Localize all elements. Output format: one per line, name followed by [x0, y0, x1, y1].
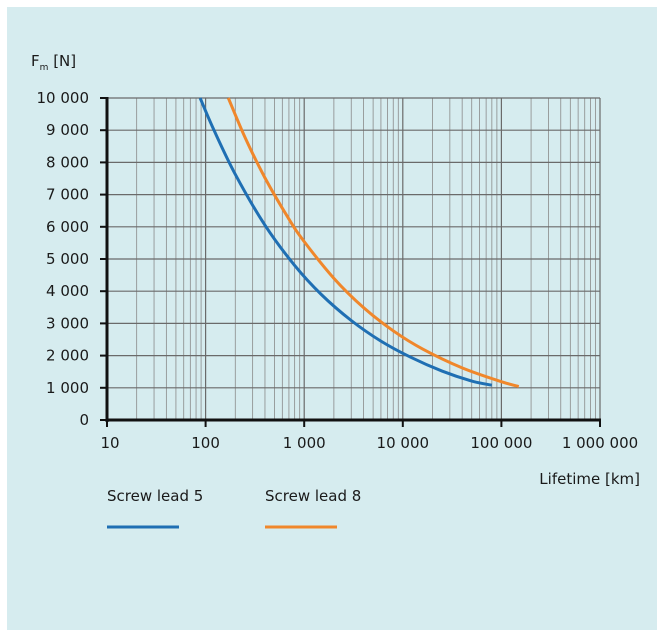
series-line-1 — [198, 97, 493, 387]
legend-label-2: Screw lead 8 — [265, 487, 361, 505]
y-tick-label: 3 000 — [46, 314, 89, 332]
y-tick-label: 0 — [79, 411, 89, 429]
y-tick-label: 4 000 — [46, 282, 89, 300]
x-axis-label: Lifetime [km] — [539, 470, 640, 488]
y-axis-label-main: F — [31, 52, 40, 70]
tick-labels: 0 1 000 2 000 3 000 4 000 5 000 6 000 7 000 8 00… — [37, 89, 639, 452]
grid-major — [106, 97, 601, 421]
y-axis-label: Fm [N] — [31, 52, 76, 73]
legend-label-1: Screw lead 5 — [107, 487, 203, 505]
x-tick-label: 10 000 — [377, 434, 430, 452]
y-axis-label-unit: [N] — [48, 52, 76, 70]
x-tick-label: 10 — [100, 434, 119, 452]
x-tick-label: 1 000 — [283, 434, 326, 452]
x-tick-label: 100 — [191, 434, 220, 452]
y-tick-label: 10 000 — [37, 89, 90, 107]
series-layer — [198, 97, 520, 388]
y-tick-label: 5 000 — [46, 250, 89, 268]
x-tick-label: 100 000 — [470, 434, 532, 452]
y-tick-label: 2 000 — [46, 347, 89, 365]
x-tick-label: 1 000 000 — [562, 434, 638, 452]
y-tick-label: 1 000 — [46, 379, 89, 397]
y-tick-label: 6 000 — [46, 218, 89, 236]
y-axis-label-sub: m — [40, 63, 49, 73]
y-tick-label: 9 000 — [46, 121, 89, 139]
legend: Screw lead 5 Screw lead 8 — [107, 487, 361, 529]
y-tick-label: 8 000 — [46, 153, 89, 171]
y-tick-label: 7 000 — [46, 186, 89, 204]
series-line-2 — [226, 97, 520, 388]
